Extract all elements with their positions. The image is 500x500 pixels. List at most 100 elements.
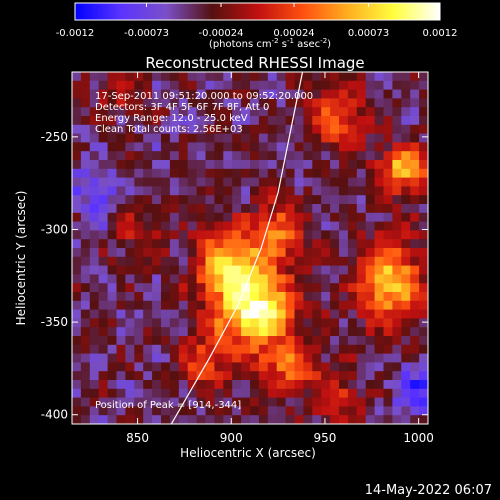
heatmap-cell [347, 309, 358, 319]
heatmap-cell [107, 274, 117, 284]
heatmap-cell [410, 309, 420, 319]
heatmap-cell [401, 168, 411, 178]
heatmap-cell [107, 230, 117, 240]
heatmap-cell [356, 98, 367, 108]
heatmap-cell [178, 300, 189, 310]
heatmap-cell [241, 98, 251, 108]
heatmap-cell [143, 133, 153, 143]
heatmap-cell [223, 160, 233, 170]
heatmap-cell [250, 160, 260, 170]
heatmap-cell [214, 116, 224, 126]
heatmap-cell [267, 142, 278, 152]
heatmap-cell [383, 98, 393, 108]
heatmap-cell [178, 80, 189, 90]
heatmap-cell [392, 415, 402, 424]
heatmap-cell [276, 72, 286, 82]
heatmap-cell [223, 406, 233, 416]
heatmap-cell [401, 248, 411, 258]
heatmap-cell [294, 318, 304, 328]
heatmap-cell [169, 89, 180, 99]
heatmap-cell [223, 397, 233, 407]
heatmap-cell [214, 397, 224, 407]
heatmap-cell [294, 107, 304, 117]
y-tick-label: -350 [41, 315, 68, 329]
heatmap-cell [169, 309, 180, 319]
heatmap-cell [374, 318, 384, 328]
heatmap-cell [89, 212, 100, 222]
heatmap-cell [196, 406, 206, 416]
heatmap-cell [125, 230, 135, 240]
heatmap-cell [223, 177, 233, 187]
heatmap-cell [285, 204, 295, 214]
heatmap-cell [321, 142, 331, 152]
heatmap-cell [152, 124, 162, 134]
heatmap-cell [232, 151, 242, 161]
heatmap-cell [143, 160, 153, 170]
heatmap-cell [143, 380, 153, 390]
heatmap-cell [258, 133, 269, 143]
heatmap-cell [134, 371, 144, 381]
heatmap-cell [223, 309, 233, 319]
heatmap-cell [143, 274, 153, 284]
heatmap-cell [107, 327, 117, 337]
heatmap-cell [223, 116, 233, 126]
heatmap-cell [196, 72, 206, 82]
heatmap-cell [187, 212, 197, 222]
heatmap-cell [285, 195, 295, 205]
heatmap-cell [356, 124, 367, 134]
heatmap-cell [169, 300, 180, 310]
heatmap-cell [214, 168, 224, 178]
heatmap-cell [178, 151, 189, 161]
heatmap-cell [196, 124, 206, 134]
heatmap-cell [365, 98, 375, 108]
heatmap-cell [347, 177, 358, 187]
heatmap-cell [214, 300, 224, 310]
heatmap-cell [232, 177, 242, 187]
heatmap-cell [169, 195, 180, 205]
heatmap-cell [419, 80, 428, 90]
heatmap-cell [267, 168, 278, 178]
heatmap-cell [374, 388, 384, 398]
heatmap-cell [392, 168, 402, 178]
heatmap-cell [161, 406, 171, 416]
heatmap-cell [330, 116, 340, 126]
heatmap-cell [178, 309, 189, 319]
heatmap-cell [365, 274, 375, 284]
heatmap-cell [356, 327, 367, 337]
heatmap-cell [223, 89, 233, 99]
heatmap-cell [178, 380, 189, 390]
heatmap-cell [392, 221, 402, 231]
heatmap-cell [347, 415, 358, 424]
heatmap-cell [419, 124, 428, 134]
heatmap-cell [134, 300, 144, 310]
heatmap-cell [410, 380, 420, 390]
heatmap-cell [267, 116, 278, 126]
heatmap-cell [107, 309, 117, 319]
heatmap-cell [214, 204, 224, 214]
heatmap-cell [258, 380, 269, 390]
heatmap-cell [365, 388, 375, 398]
heatmap-cell [339, 336, 349, 346]
heatmap-cell [178, 177, 189, 187]
heatmap-cell [321, 256, 331, 266]
heatmap-cell [383, 151, 393, 161]
heatmap-cell [321, 318, 331, 328]
heatmap-cell [98, 80, 108, 90]
heatmap-cell [152, 406, 162, 416]
heatmap-cell [250, 256, 260, 266]
heatmap-cell [347, 107, 358, 117]
heatmap-cell [267, 292, 278, 302]
heatmap-cell [401, 133, 411, 143]
heatmap-cell [347, 283, 358, 293]
heatmap-cell [214, 309, 224, 319]
heatmap-cell [356, 72, 367, 82]
heatmap-cell [196, 300, 206, 310]
heatmap-cell [419, 98, 428, 108]
heatmap-cell [89, 397, 100, 407]
heatmap-cell [374, 107, 384, 117]
heatmap-cell [116, 265, 126, 275]
heatmap-cell [241, 80, 251, 90]
heatmap-cell [250, 80, 260, 90]
heatmap-cell [401, 186, 411, 196]
heatmap-cell [401, 116, 411, 126]
